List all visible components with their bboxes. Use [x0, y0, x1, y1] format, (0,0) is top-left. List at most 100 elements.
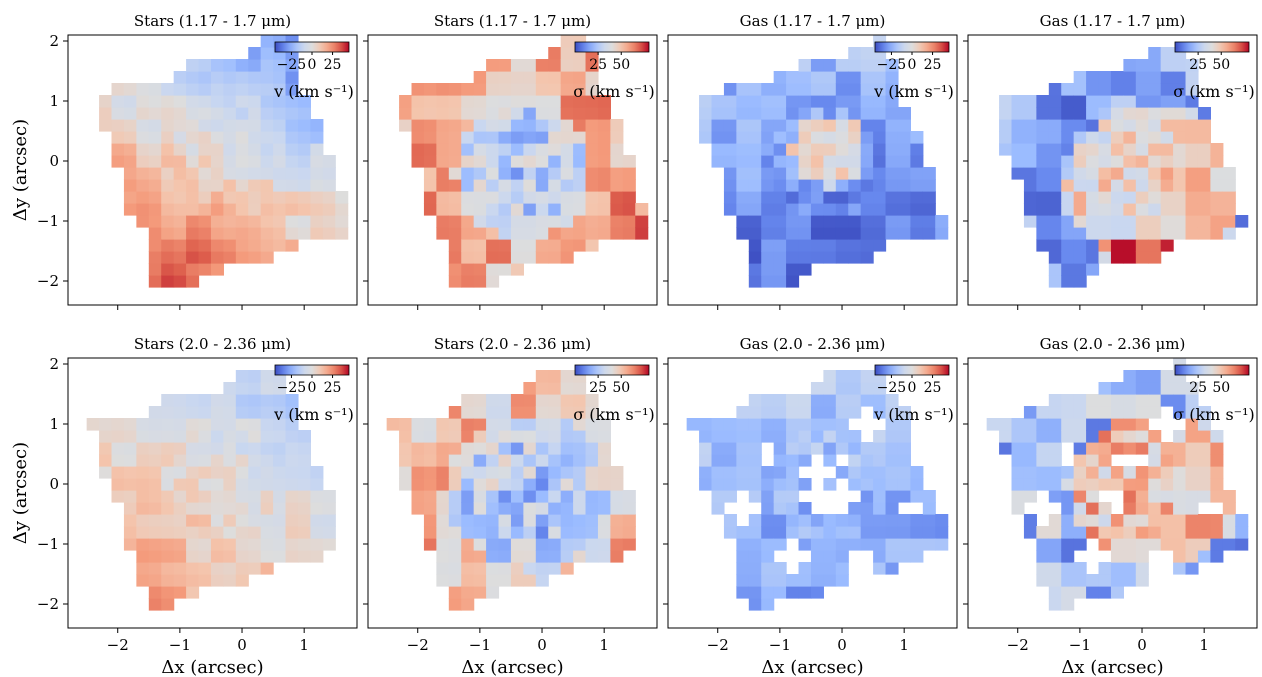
spaxel-bin	[436, 574, 450, 587]
spaxel-bin	[585, 418, 599, 431]
spaxel-bin	[1110, 550, 1124, 563]
spaxel-bin	[498, 574, 512, 587]
spaxel-bin	[1173, 143, 1187, 156]
spaxel-bin	[999, 131, 1013, 144]
spaxel-bin	[461, 562, 475, 575]
spaxel-bin	[723, 418, 737, 431]
spaxel-bin	[798, 394, 812, 407]
spaxel-bin	[436, 502, 450, 515]
spaxel-bin	[285, 478, 299, 491]
spaxel-bin	[885, 538, 899, 551]
spaxel-bin	[198, 239, 212, 252]
spaxel-bin	[123, 490, 137, 503]
spaxel-bin	[736, 83, 750, 96]
spaxel-bin	[461, 550, 475, 563]
spaxel-bin	[1086, 586, 1100, 599]
spaxel-bin	[897, 406, 911, 419]
spaxel-bin	[622, 490, 636, 503]
spaxel-bin	[823, 526, 837, 539]
spaxel-bin	[860, 502, 874, 515]
spaxel-bin	[210, 119, 224, 132]
colorbar-label: σ (km s⁻¹)	[1173, 405, 1255, 424]
spaxel-bin	[1235, 215, 1249, 228]
spaxel-bin	[1036, 454, 1050, 467]
spaxel-bin	[823, 394, 837, 407]
spaxel-bin	[1061, 490, 1075, 503]
spaxel-bin	[123, 418, 137, 431]
spaxel-bin	[885, 71, 899, 84]
spaxel-bin	[473, 155, 487, 168]
spaxel-bin	[873, 143, 887, 156]
spaxel-bin	[136, 490, 150, 503]
spaxel-bin	[411, 478, 425, 491]
spaxel-bin	[235, 239, 249, 252]
spaxel-bin	[1061, 203, 1075, 216]
spaxel-bin	[873, 382, 887, 395]
spaxel-bin	[448, 95, 462, 108]
spaxel-bin	[186, 275, 200, 288]
spaxel-bin	[786, 586, 800, 599]
spaxel-bin	[535, 179, 549, 192]
spaxel-bin	[1222, 538, 1236, 551]
spaxel-bin	[585, 454, 599, 467]
spaxel-bin	[273, 550, 287, 563]
spaxel-bin	[436, 155, 450, 168]
spaxel-bin	[186, 71, 200, 84]
spaxel-bin	[111, 418, 125, 431]
spaxel-bin	[748, 215, 762, 228]
spaxel-bin	[523, 550, 537, 563]
panel-2: Stars (1.17 - 1.7 μm)25 50σ (km s⁻¹)	[363, 12, 658, 310]
spaxel-bin	[1023, 107, 1037, 120]
spaxel-bin	[223, 107, 237, 120]
spaxel-bin	[1148, 502, 1162, 515]
spaxel-bin	[885, 191, 899, 204]
spaxel-bin	[1135, 394, 1149, 407]
spaxel-bin	[873, 131, 887, 144]
spaxel-bin	[622, 203, 636, 216]
spaxel-bin	[610, 167, 624, 180]
spaxel-bin	[448, 442, 462, 455]
spaxel-bin	[1135, 382, 1149, 395]
spaxel-bin	[1135, 71, 1149, 84]
spaxel-bin	[473, 406, 487, 419]
spaxel-bin	[535, 227, 549, 240]
spaxel-bin	[610, 215, 624, 228]
spaxel-bin	[1110, 155, 1124, 168]
spaxel-bin	[910, 167, 924, 180]
spaxel-bin	[1086, 574, 1100, 587]
spaxel-bin	[486, 550, 500, 563]
spaxel-bin	[1036, 107, 1050, 120]
colorbar	[574, 364, 650, 376]
spaxel-bin	[161, 203, 175, 216]
spaxel-bin	[1036, 143, 1050, 156]
spaxel-bin	[1123, 251, 1137, 264]
spaxel-bin	[448, 418, 462, 431]
spaxel-bin	[123, 167, 137, 180]
spaxel-bin	[573, 179, 587, 192]
spaxel-bin	[711, 119, 725, 132]
spaxel-bin	[1185, 442, 1199, 455]
spaxel-bin	[848, 370, 862, 383]
spaxel-bin	[260, 478, 274, 491]
spaxel-bin	[1048, 562, 1062, 575]
spaxel-bin	[1073, 119, 1087, 132]
spaxel-bin	[835, 466, 849, 479]
spaxel-bin	[473, 263, 487, 276]
spaxel-bin	[748, 598, 762, 611]
spaxel-bin	[161, 514, 175, 527]
spaxel-bin	[835, 406, 849, 419]
spaxel-bin	[773, 239, 787, 252]
spaxel-bin	[186, 227, 200, 240]
spaxel-bin	[473, 526, 487, 539]
spaxel-bin	[285, 131, 299, 144]
spaxel-bin	[535, 251, 549, 264]
spaxel-bin	[436, 83, 450, 96]
spaxel-bin	[186, 95, 200, 108]
spaxel-bin	[1073, 275, 1087, 288]
spaxel-bin	[1023, 215, 1037, 228]
spaxel-bin	[510, 550, 524, 563]
spaxel-bin	[510, 83, 524, 96]
spaxel-bin	[1222, 502, 1236, 515]
spaxel-bin	[423, 490, 437, 503]
spaxel-bin	[1173, 490, 1187, 503]
